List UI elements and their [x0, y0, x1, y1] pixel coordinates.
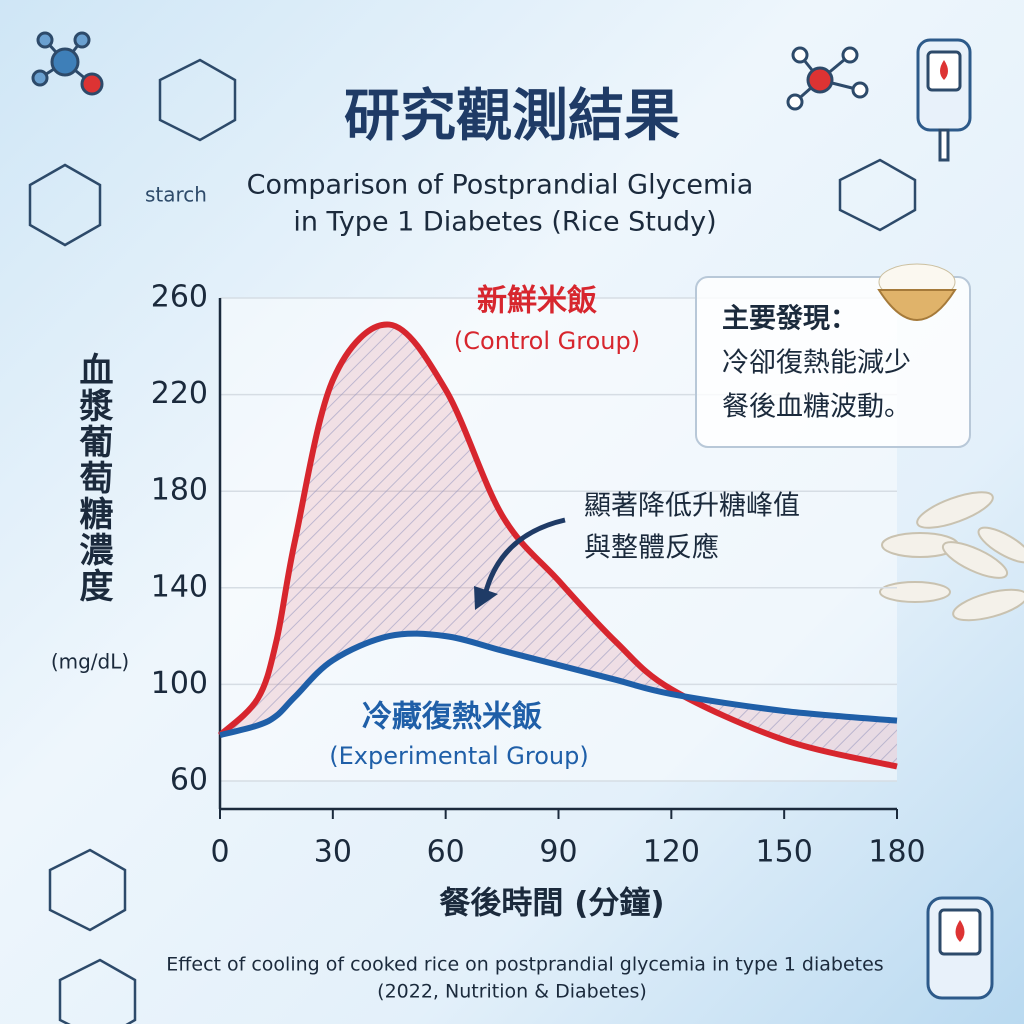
series-label: 冷藏復熱米飯	[362, 700, 542, 735]
x-tick-label: 120	[643, 835, 700, 870]
series-sublabel: (Experimental Group)	[329, 742, 588, 770]
findings-line: 餐後血糖波動。	[722, 392, 911, 423]
decor-label: starch	[145, 183, 207, 207]
findings-line: 冷卻復熱能減少	[722, 348, 911, 379]
y-tick-label: 180	[151, 473, 208, 508]
y-unit: (mg/dL)	[51, 650, 129, 674]
series-sublabel: (Control Group)	[454, 327, 640, 355]
decor-rice	[879, 491, 1024, 622]
footnote: Effect of cooling of cooked rice on post…	[166, 954, 883, 976]
series-line	[219, 630, 898, 739]
y-axis-label: 血漿葡萄糖濃度	[73, 352, 113, 604]
annotation: 顯著降低升糖峰值	[584, 491, 800, 522]
series-label: 新鮮米飯	[477, 284, 597, 319]
subtitle: in Type 1 Diabetes (Rice Study)	[293, 207, 716, 238]
x-tick-label: 60	[427, 835, 465, 870]
y-tick-label: 100	[151, 666, 208, 701]
findings-title: 主要發現：	[722, 304, 857, 335]
annotation: 與整體反應	[584, 533, 719, 564]
annotation-arrow	[482, 517, 566, 596]
x-tick-label: 150	[756, 835, 813, 870]
y-tick-label: 260	[151, 280, 208, 315]
x-axis-label: 餐後時間 (分鐘)	[439, 886, 664, 922]
difference-area	[220, 324, 897, 767]
subtitle: Comparison of Postprandial Glycemia	[247, 170, 754, 201]
x-tick-label: 90	[539, 835, 577, 870]
decor-molecule	[28, 31, 994, 1024]
x-tick-label: 180	[868, 835, 925, 870]
annotation-arrowhead	[474, 586, 498, 610]
decor-bowl	[877, 263, 957, 321]
x-tick-label: 30	[314, 835, 352, 870]
footnote: (2022, Nutrition & Diabetes)	[377, 981, 647, 1003]
y-tick-label: 60	[170, 763, 208, 798]
findings-box	[695, 276, 971, 448]
y-tick-label: 220	[151, 376, 208, 411]
chart-title: 研究觀測結果	[344, 84, 680, 149]
y-tick-label: 140	[151, 569, 208, 604]
x-tick-label: 0	[210, 835, 229, 870]
